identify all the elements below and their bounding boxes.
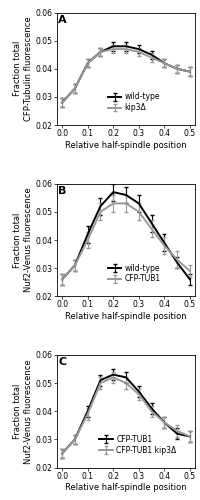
Y-axis label: Fraction total
Nuf2-Venus fluorescence: Fraction total Nuf2-Venus fluorescence: [13, 359, 33, 464]
Text: B: B: [58, 186, 67, 196]
Text: C: C: [58, 357, 67, 367]
Text: A: A: [58, 15, 67, 25]
X-axis label: Relative half-spindle position: Relative half-spindle position: [65, 484, 187, 492]
X-axis label: Relative half-spindle position: Relative half-spindle position: [65, 312, 187, 322]
Y-axis label: Fraction total
CFP-Tubulin fluorescence: Fraction total CFP-Tubulin fluorescence: [13, 16, 33, 121]
Legend: wild-type, CFP-TUB1: wild-type, CFP-TUB1: [108, 264, 161, 283]
Legend: CFP-TUB1, CFP-TUB1 kip3Δ: CFP-TUB1, CFP-TUB1 kip3Δ: [99, 435, 177, 454]
Legend: wild-type, kip3Δ: wild-type, kip3Δ: [108, 92, 160, 112]
X-axis label: Relative half-spindle position: Relative half-spindle position: [65, 141, 187, 150]
Y-axis label: Fraction total
Nuf2-Venus fluorescence: Fraction total Nuf2-Venus fluorescence: [13, 188, 33, 292]
